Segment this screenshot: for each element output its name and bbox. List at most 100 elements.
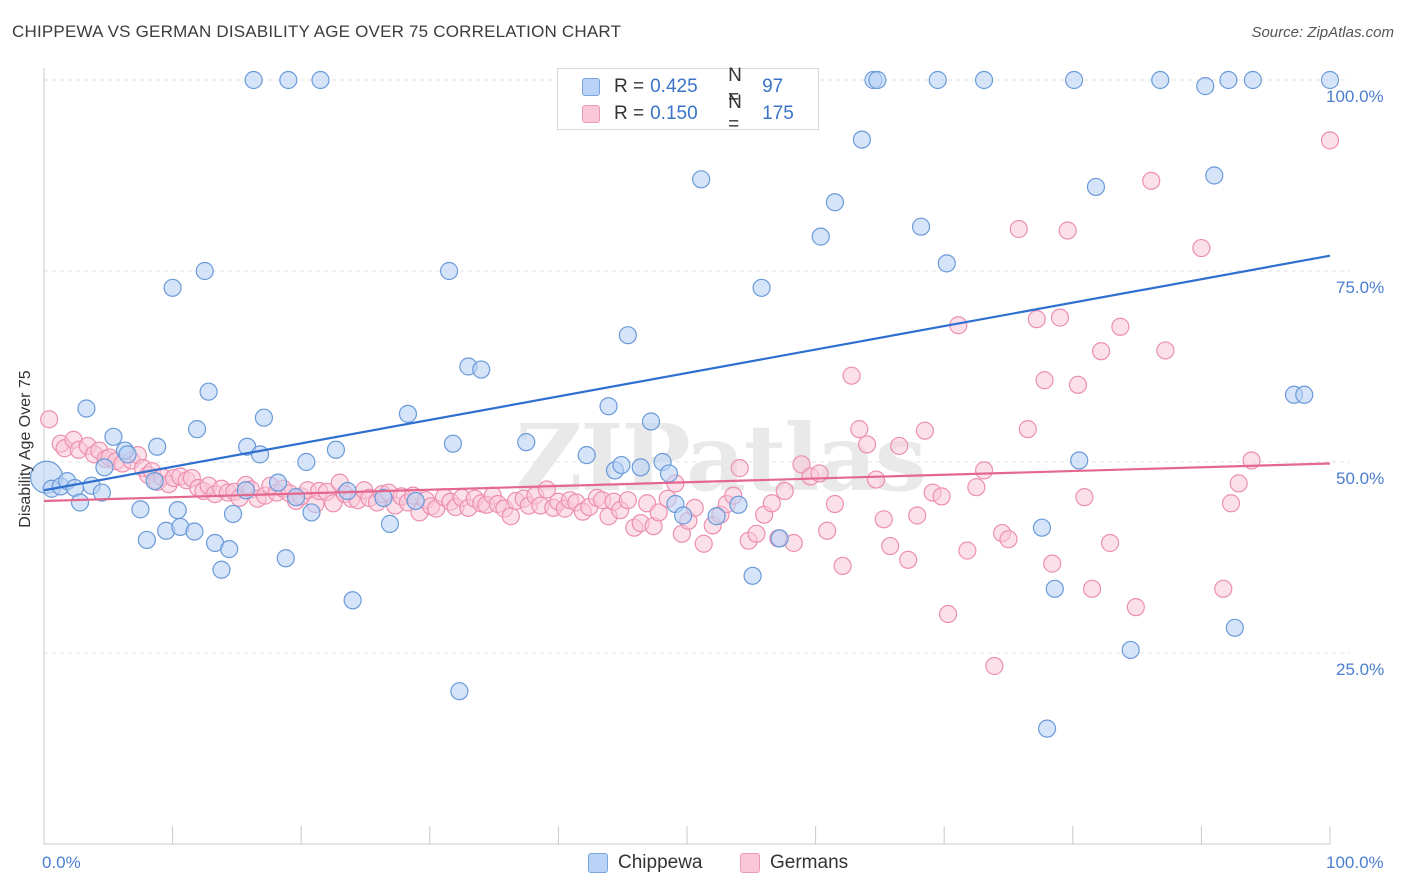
chippewa-point	[974, 70, 994, 90]
germans-point	[762, 494, 781, 513]
chippewa-point	[911, 217, 931, 236]
chippewa-point	[443, 434, 463, 453]
chippewa-point	[631, 458, 650, 477]
germans-point	[967, 478, 986, 497]
chippewa-point	[517, 433, 536, 452]
germans-point	[1018, 420, 1037, 439]
chippewa-point	[852, 130, 871, 149]
chippewa-point	[145, 472, 164, 491]
germans-point	[1320, 131, 1340, 150]
legend-row-chippewa: R = 0.425 N = 97	[582, 65, 784, 108]
x-tick-100: 100.0%	[1326, 853, 1384, 872]
germans-point	[874, 510, 893, 529]
source-label: Source: ZipAtlas.com	[1251, 24, 1394, 41]
chippewa-point	[268, 473, 288, 492]
axes	[43, 68, 1331, 845]
chippewa-point	[1086, 177, 1106, 197]
chippewa-point	[199, 382, 218, 401]
n-value: 97	[762, 76, 784, 97]
germans-point	[1221, 494, 1241, 513]
germans-point	[649, 503, 668, 522]
germans-point	[958, 541, 977, 560]
chippewa-point	[148, 437, 167, 456]
germans-point	[1214, 579, 1233, 598]
germans-point	[974, 461, 994, 480]
n-label: N =	[728, 65, 742, 108]
chippewa-point	[406, 491, 425, 511]
chippewa-point	[1295, 385, 1314, 404]
chippewa-point	[220, 539, 239, 559]
chippewa-point	[70, 493, 90, 512]
chippewa-point	[659, 464, 679, 483]
germans-point	[1142, 171, 1161, 190]
series-chippewa	[29, 70, 1340, 738]
chippewa-point	[131, 500, 150, 519]
chippewa-point	[276, 549, 295, 568]
r-value: 0.150	[650, 103, 698, 124]
germans-point	[1050, 308, 1070, 327]
chippewa-point	[1225, 618, 1244, 637]
chippewa-point	[380, 514, 400, 533]
chippewa-point	[825, 193, 844, 212]
germans-point	[1082, 579, 1102, 598]
germans-point	[1126, 598, 1145, 617]
trend-lines	[43, 254, 1331, 503]
chippewa-point	[577, 446, 596, 465]
germans-point	[730, 459, 749, 478]
germans-point	[1075, 488, 1094, 507]
chippewa-point	[95, 458, 114, 477]
legend-item-germans[interactable]: Germans	[740, 852, 848, 874]
n-value: 175	[762, 103, 794, 124]
series-legend: Chippewa Germans	[0, 852, 1406, 878]
chippewa-point	[1064, 70, 1084, 90]
legend-item-chippewa[interactable]: Chippewa	[588, 852, 703, 874]
germans-point	[1111, 317, 1130, 336]
legend-label-germans: Germans	[770, 852, 849, 873]
germans-point	[825, 494, 844, 514]
chippewa-point	[137, 530, 156, 550]
chippewa-point	[937, 254, 956, 273]
chippewa-trend-line	[43, 254, 1331, 492]
chippewa-point	[450, 682, 469, 701]
chippewa-point	[674, 506, 693, 525]
chippewa-point	[185, 522, 204, 541]
stats-legend: R = 0.425 N = 97 R = 0.150 N = 175	[557, 65, 819, 135]
chippewa-point	[212, 560, 231, 579]
chippewa-point	[1070, 451, 1089, 470]
germans-point	[818, 521, 837, 540]
chippewa-point	[928, 70, 947, 90]
chippewa-point	[612, 455, 631, 475]
chippewa-point	[163, 278, 182, 297]
chippewa-point	[743, 566, 762, 585]
n-label: N =	[728, 92, 742, 135]
germans-point	[1027, 310, 1046, 329]
chippewa-point	[118, 445, 137, 464]
chippewa-point	[1243, 70, 1262, 90]
germans-point	[899, 550, 918, 569]
chippewa-point	[752, 278, 771, 297]
germans-point	[890, 436, 909, 456]
germans-point	[1100, 533, 1120, 553]
chippewa-point	[254, 408, 274, 427]
chippewa-point	[343, 591, 362, 610]
chippewa-point	[439, 261, 459, 281]
legend-row-germans: R = 0.150 N = 175	[582, 92, 794, 135]
germans-point	[775, 481, 794, 501]
gridlines	[44, 79, 1350, 654]
r-label: R =	[614, 76, 645, 97]
legend-label-chippewa: Chippewa	[618, 852, 703, 873]
chippewa-point	[244, 70, 263, 90]
chippewa-point	[1045, 579, 1064, 598]
germans-point	[881, 536, 900, 556]
germans-trend-line	[43, 462, 1331, 503]
x-tick-0: 0.0%	[42, 853, 81, 872]
chippewa-point	[297, 452, 316, 472]
germans-point	[1043, 554, 1062, 573]
germans-point	[866, 470, 886, 489]
germans-swatch	[740, 853, 760, 873]
y-tick-50: 50.0%	[1336, 469, 1385, 488]
germans-point	[1091, 342, 1111, 361]
chippewa-point	[311, 70, 330, 90]
chippewa-swatch	[582, 78, 600, 96]
chippewa-point	[811, 227, 830, 246]
